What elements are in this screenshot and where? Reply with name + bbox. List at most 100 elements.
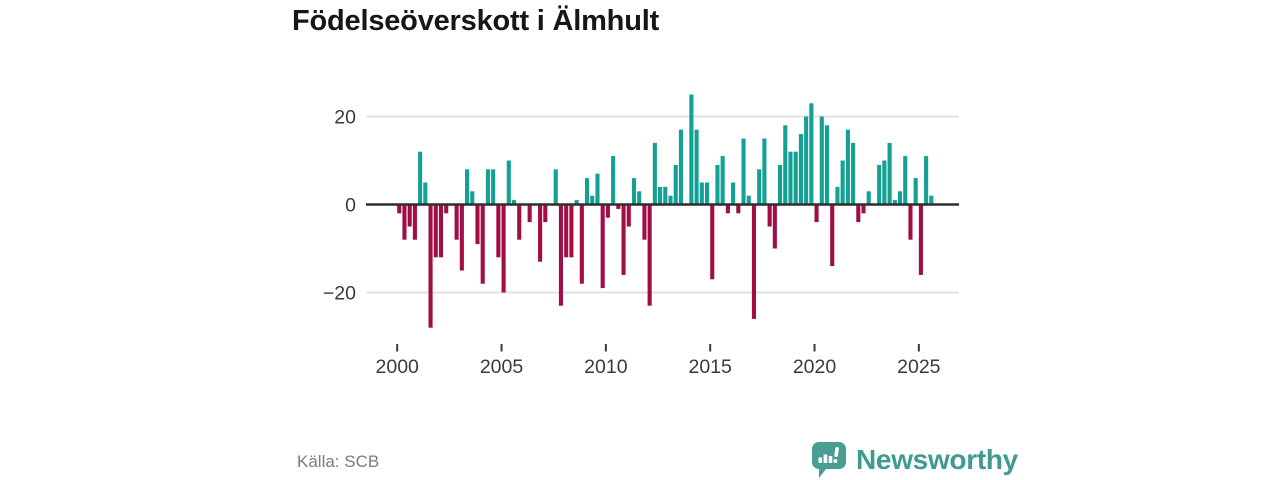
bar-2021-Q2 [840,160,845,205]
bar-2002-Q1 [438,204,444,258]
bar-2020-Q4 [830,204,835,267]
bar-2020-Q3 [824,125,830,205]
bar-2021-Q4 [851,142,856,205]
logo-bar-3 [828,456,833,463]
newsworthy-logo-text: Newsworthy [856,444,1018,475]
bar-2013-Q1 [668,195,673,205]
bar-2019-Q2 [798,134,803,205]
logo-exclamation [833,447,839,463]
bar-2018-Q1 [772,204,777,249]
bar-2014-Q3 [699,182,704,205]
bar-2005-Q3 [511,200,517,205]
bar-2006-Q2 [527,204,532,223]
bar-2009-Q2 [590,195,595,205]
bar-2018-Q4 [788,151,793,205]
bar-2007-Q4 [558,204,564,306]
bar-2011-Q2 [631,178,637,205]
bar-2005-Q1 [501,204,506,293]
source-note: Källa: SCB [297,452,380,471]
bar-2006-Q4 [538,204,543,262]
bar-2008-Q4 [579,204,584,284]
bar-2004-Q3 [491,169,496,205]
bar-2011-Q3 [637,191,642,205]
bar-2022-Q3 [866,191,871,205]
bar-2012-Q3 [658,186,663,205]
bar-2024-Q3 [908,204,913,240]
bar-2001-Q1 [418,151,423,205]
x-tick-label-2005: 2005 [480,356,524,378]
bar-2023-Q1 [877,164,882,205]
bar-2019-Q3 [804,116,809,205]
bar-2012-Q1 [647,204,652,306]
bar-2005-Q2 [506,160,511,205]
bar-2007-Q1 [543,204,548,223]
bar-2017-Q4 [767,204,772,227]
bar-2019-Q4 [809,103,814,205]
bar-2004-Q4 [496,204,501,258]
bar-2023-Q4 [892,200,897,205]
bar-2021-Q1 [835,186,840,205]
bar-2025-Q2 [924,156,929,205]
bar-2013-Q3 [678,129,683,205]
bar-2001-Q2 [423,182,428,205]
bar-2019-Q1 [793,151,798,205]
bar-2009-Q3 [595,173,600,205]
bar-2014-Q4 [704,182,710,205]
bar-2008-Q3 [574,200,579,205]
bar-2000-Q2 [402,204,407,240]
bar-2000-Q4 [412,204,417,240]
bar-2008-Q2 [569,204,574,258]
bar-2017-Q3 [762,138,767,205]
bar-2001-Q4 [433,204,438,258]
bar-2024-Q1 [897,191,903,205]
bar-2004-Q1 [480,204,485,284]
bar-2018-Q2 [778,164,783,205]
bar-2017-Q2 [757,169,762,205]
bar-2021-Q3 [845,129,850,205]
y-tick-label-20: 20 [334,107,356,129]
bar-2007-Q3 [553,169,558,205]
y-tick-label-0: 0 [345,195,356,217]
bar-2018-Q3 [783,125,788,205]
bar-2014-Q2 [694,129,699,205]
bar-2012-Q2 [652,142,657,205]
bar-2008-Q1 [564,204,569,258]
bar-2003-Q3 [470,191,475,205]
bar-2009-Q1 [584,178,590,205]
bar-2024-Q2 [903,156,908,205]
y-tick-label--20: −20 [323,283,356,305]
bar-2016-Q4 [746,195,751,205]
bar-2003-Q1 [459,204,464,271]
bar-2015-Q4 [725,204,730,214]
bar-2016-Q1 [731,182,736,205]
bar-2013-Q2 [673,164,678,205]
bar-2020-Q2 [819,116,824,205]
bar-2022-Q1 [856,204,861,223]
bar-2022-Q2 [861,204,866,214]
bar-2005-Q4 [517,204,522,240]
bar-2017-Q1 [751,204,757,319]
bar-2015-Q1 [710,204,715,280]
bar-2011-Q4 [642,204,647,240]
bar-2020-Q1 [814,204,819,223]
bar-2002-Q4 [454,204,459,240]
bar-2009-Q4 [600,204,605,289]
x-tick-label-2010: 2010 [584,356,628,378]
x-tick-label-2015: 2015 [688,356,732,378]
bar-2016-Q2 [736,204,741,214]
bar-2010-Q2 [611,156,616,205]
bar-2000-Q1 [397,204,402,214]
bar-2010-Q1 [605,204,610,218]
chart-title: Födelseöverskott i Älmhult [292,5,660,37]
bar-2015-Q2 [715,164,720,205]
bar-2025-Q1 [918,204,923,275]
bar-2015-Q3 [720,156,725,205]
bar-2000-Q3 [407,204,412,227]
bar-2003-Q4 [475,204,480,245]
bar-2010-Q3 [616,204,621,209]
logo-bar-1 [818,457,823,463]
bar-2016-Q3 [741,138,746,205]
logo-bar-2 [823,454,828,463]
